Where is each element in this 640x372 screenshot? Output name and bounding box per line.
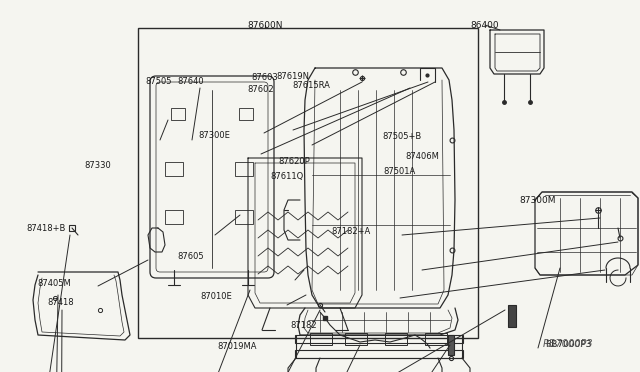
Text: 86400: 86400 <box>471 21 499 30</box>
Text: 87019MA: 87019MA <box>217 342 257 351</box>
Bar <box>235 210 253 224</box>
Bar <box>235 162 253 176</box>
Bar <box>239 108 253 120</box>
Bar <box>295 350 463 358</box>
Bar <box>171 108 185 120</box>
Bar <box>345 333 367 345</box>
Text: 87605: 87605 <box>177 252 204 261</box>
Bar <box>508 305 516 327</box>
Text: 87300E: 87300E <box>198 131 230 140</box>
Text: RB7000P3: RB7000P3 <box>545 340 591 349</box>
Bar <box>295 335 463 343</box>
Bar <box>385 333 407 345</box>
Text: 87640: 87640 <box>177 77 204 86</box>
Text: 87405M: 87405M <box>38 279 71 288</box>
Text: 87615RA: 87615RA <box>292 81 331 90</box>
Bar <box>310 333 332 345</box>
Text: 87418+B: 87418+B <box>26 224 66 233</box>
Text: 87602: 87602 <box>248 85 275 94</box>
Text: 87501A: 87501A <box>384 167 416 176</box>
Bar <box>138 28 478 338</box>
Text: 87418: 87418 <box>47 298 74 307</box>
Text: 87300M: 87300M <box>519 196 556 205</box>
Text: 87406M: 87406M <box>406 152 439 161</box>
Text: 87603: 87603 <box>251 73 278 82</box>
Text: 87182+A: 87182+A <box>331 227 371 236</box>
Bar <box>448 335 454 355</box>
Text: 87505: 87505 <box>145 77 172 86</box>
Text: 87010E: 87010E <box>200 292 232 301</box>
Text: 87330: 87330 <box>84 161 111 170</box>
Text: 87600N: 87600N <box>248 21 284 30</box>
Text: RB7000P3: RB7000P3 <box>543 339 594 349</box>
Bar <box>165 210 183 224</box>
Text: 87182: 87182 <box>291 321 317 330</box>
Text: 87619N: 87619N <box>276 72 310 81</box>
Bar <box>165 162 183 176</box>
Text: 87620P: 87620P <box>278 157 310 166</box>
Bar <box>425 333 447 345</box>
Text: 87505+B: 87505+B <box>382 132 422 141</box>
Text: 87611Q: 87611Q <box>270 172 303 181</box>
